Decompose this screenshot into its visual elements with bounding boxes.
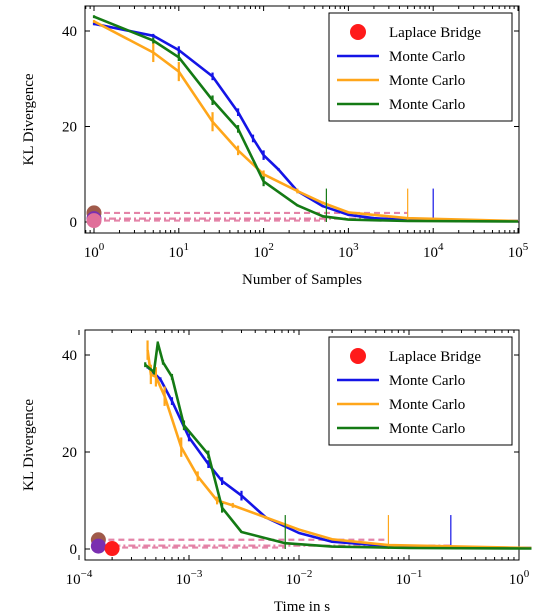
y-tick-label: 40 xyxy=(62,24,77,40)
legend: Laplace Bridge Monte Carlo Monte Carlo Mont… xyxy=(328,336,513,446)
y-tick-label: 20 xyxy=(62,445,77,461)
chart-panel-2: 10−4 10−3 10−2 10−1 100 0 20 40 Time in s KL Dive… xyxy=(21,329,532,613)
y-tick-label: 20 xyxy=(62,120,77,136)
x-tick-label: 10−4 xyxy=(66,568,93,588)
chart-panel-1: 100 101 102 103 104 105 0 20 40 Number of Samples… xyxy=(21,5,529,288)
legend-label: Monte Carlo xyxy=(389,397,465,413)
y-axis-label: KL Divergence xyxy=(21,399,37,491)
x-tick-label: 100 xyxy=(509,568,530,588)
x-axis-label: Number of Samples xyxy=(242,272,362,288)
legend-label: Monte Carlo xyxy=(389,97,465,113)
plot-frame xyxy=(84,329,520,561)
laplace-bridge-point xyxy=(90,538,106,554)
x-tick-label: 105 xyxy=(508,241,529,261)
y-axis-label: KL Divergence xyxy=(21,73,37,165)
x-tick-label: 104 xyxy=(423,241,444,261)
plot-frame xyxy=(84,5,520,234)
laplace-bridge-point xyxy=(86,213,102,229)
x-tick-label: 100 xyxy=(84,241,105,261)
x-axis-label: Time in s xyxy=(274,599,330,613)
y-tick-label: 40 xyxy=(62,348,77,364)
x-tick-label: 103 xyxy=(338,241,359,261)
x-tick-label: 102 xyxy=(253,241,274,261)
legend: Laplace Bridge Monte Carlo Monte Carlo Mont… xyxy=(328,12,513,122)
legend-laplace-marker xyxy=(350,24,366,40)
x-tick-label: 101 xyxy=(169,241,190,261)
legend-label: Monte Carlo xyxy=(389,73,465,89)
legend-label: Monte Carlo xyxy=(389,373,465,389)
x-tick-label: 10−2 xyxy=(286,568,313,588)
laplace-bridge-point xyxy=(104,541,120,557)
y-tick-label: 0 xyxy=(70,215,78,231)
legend-label: Monte Carlo xyxy=(389,421,465,437)
legend-label: Laplace Bridge xyxy=(389,349,481,365)
x-tick-label: 10−1 xyxy=(396,568,423,588)
legend-label: Laplace Bridge xyxy=(389,25,481,41)
y-tick-label: 0 xyxy=(70,542,78,558)
x-tick-label: 10−3 xyxy=(176,568,203,588)
legend-label: Monte Carlo xyxy=(389,49,465,65)
legend-laplace-marker xyxy=(350,348,366,364)
